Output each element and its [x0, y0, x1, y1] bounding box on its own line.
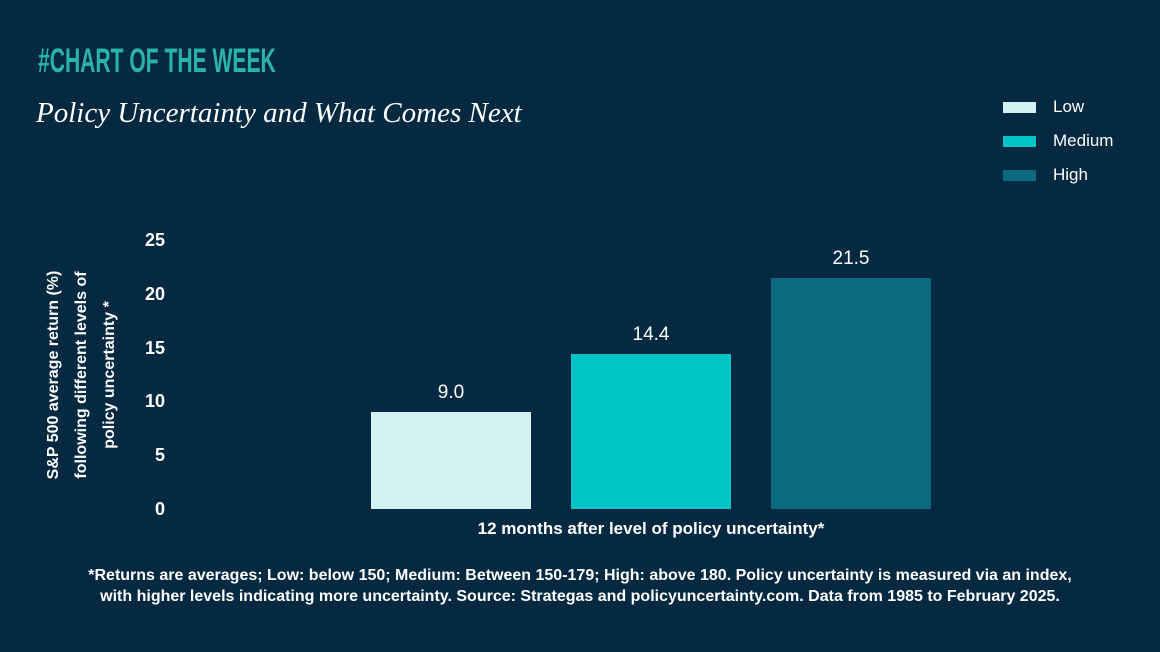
legend-item-low: Low	[1003, 96, 1113, 118]
y-tick-label: 5	[154, 445, 165, 466]
y-tick-label: 25	[144, 230, 165, 250]
page-kicker: #CHART OF THE WEEK	[38, 42, 276, 80]
footnote-line-2: with higher levels indicating more uncer…	[100, 588, 1060, 605]
footnote: *Returns are averages; Low: below 150; M…	[0, 565, 1160, 607]
legend-item-medium: Medium	[1003, 130, 1113, 152]
legend-item-high: High	[1003, 164, 1113, 186]
legend-label: Medium	[1053, 131, 1114, 150]
legend-swatch	[1003, 101, 1036, 113]
bar-value-label: 9.0	[437, 382, 465, 404]
legend-label: High	[1053, 165, 1088, 184]
chart-legend: Low Medium High	[1003, 96, 1113, 186]
footnote-line-1: *Returns are averages; Low: below 150; M…	[88, 567, 1072, 584]
legend-label: Low	[1053, 97, 1085, 116]
bar-low	[371, 412, 531, 509]
legend-swatch	[1003, 135, 1036, 147]
bar-value-label: 14.4	[632, 324, 670, 346]
y-tick-label: 15	[144, 337, 165, 358]
y-tick-label: 10	[144, 391, 165, 412]
y-tick-label: 20	[144, 283, 165, 304]
page-title: Policy Uncertainty and What Comes Next	[36, 97, 522, 129]
y-tick-label: 0	[154, 499, 165, 519]
bar-value-label: 21.5	[832, 247, 870, 269]
bar-medium	[571, 354, 731, 509]
x-axis-title: 12 months after level of policy uncertai…	[477, 519, 825, 538]
legend-swatch	[1003, 169, 1036, 181]
bar-high	[771, 277, 931, 509]
